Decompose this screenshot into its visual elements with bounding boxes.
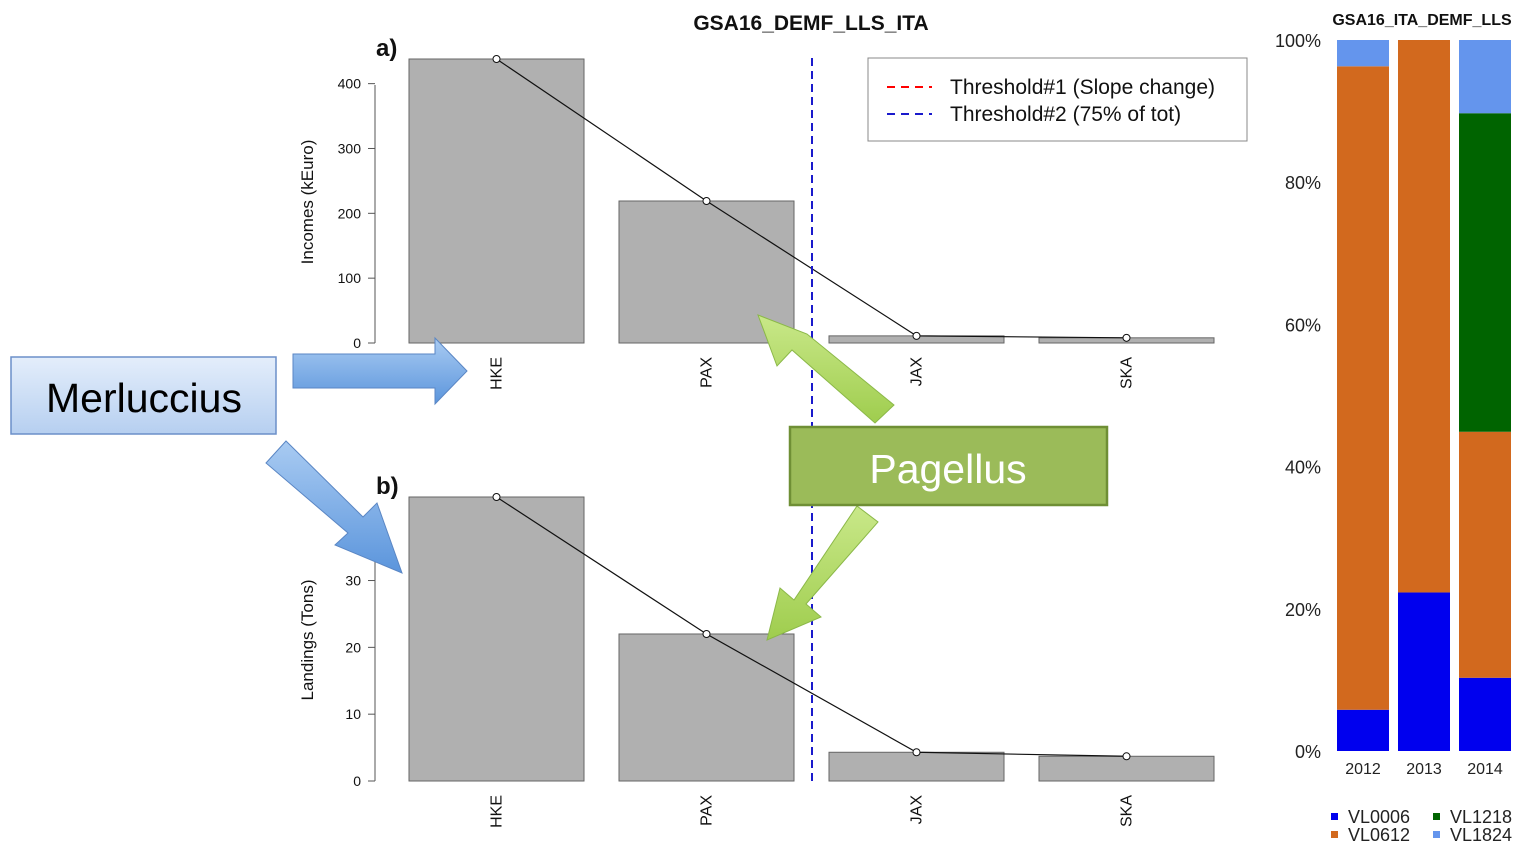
segment-vl0612-2012 xyxy=(1337,66,1389,710)
trend-point-hke xyxy=(492,493,501,501)
x-tick-label-ska: SKA xyxy=(1119,795,1136,827)
y-tick-label: 10 xyxy=(345,706,361,722)
y-tick-label: 300 xyxy=(338,140,362,156)
panel-a-y-axis: 0 100 200 300 400 xyxy=(338,76,376,351)
legend-label-vl1218: VL1218 xyxy=(1450,807,1512,827)
chart-title: GSA16_DEMF_LLS_ITA xyxy=(693,12,928,35)
stacked-y-tick-label: 20% xyxy=(1285,600,1321,620)
y-tick-label: 20 xyxy=(345,639,361,655)
y-tick-label: 200 xyxy=(338,205,362,221)
x-tick-label-ska: SKA xyxy=(1119,357,1136,389)
legend-label-threshold-1: Threshold#1 (Slope change) xyxy=(950,76,1215,99)
merluccius-arrow-bottom xyxy=(265,440,403,574)
segment-vl0006-2013 xyxy=(1398,592,1450,751)
bar-hke xyxy=(408,496,585,782)
merluccius-callout: Merluccius xyxy=(10,356,277,435)
x-tick-label-pax: PAX xyxy=(699,795,716,826)
pagellus-box xyxy=(788,425,1109,507)
bar-hke xyxy=(408,58,585,344)
stacked-legend: VL0006 VL1218 VL0612 VL1824 xyxy=(1331,807,1512,845)
stacked-y-axis: 0% 20% 40% 60% 80% 100% xyxy=(1275,31,1321,762)
pagellus-label: Pagellus xyxy=(869,446,1026,492)
stacked-x-tick-labels: 2012 2013 2014 xyxy=(1345,761,1503,778)
trend-point-hke xyxy=(492,55,501,63)
trend-point-pax xyxy=(702,629,711,638)
legend-swatch-vl0612 xyxy=(1331,831,1338,838)
stacked-y-tick-label: 0% xyxy=(1295,742,1321,762)
trend-point-pax xyxy=(702,197,711,205)
stacked-x-tick-label-2013: 2013 xyxy=(1406,761,1442,778)
x-tick-label-jax: JAX xyxy=(909,357,926,387)
legend-label-vl1824: VL1824 xyxy=(1450,825,1512,845)
stacked-y-tick-label: 60% xyxy=(1285,315,1321,335)
merluccius-arrow-top xyxy=(292,336,468,406)
trend-line xyxy=(496,496,1127,757)
stacked-x-tick-label-2014: 2014 xyxy=(1467,761,1503,778)
legend-swatch-vl1218 xyxy=(1433,813,1440,820)
panel-b-label: b) xyxy=(376,473,399,500)
panel-b-y-axis-label: Landings (Tons) xyxy=(298,580,317,701)
merluccius-box xyxy=(10,356,277,435)
trend-point-ska xyxy=(1122,333,1131,342)
legend-swatch-vl1824 xyxy=(1433,831,1440,838)
stacked-y-tick-label: 40% xyxy=(1285,458,1321,478)
legend-label-threshold-2: Threshold#2 (75% of tot) xyxy=(950,103,1181,126)
segment-vl0612-2014 xyxy=(1459,431,1511,678)
panel-a-y-axis-label: Incomes (kEuro) xyxy=(298,140,317,265)
trend-point-ska xyxy=(1122,752,1131,761)
threshold-legend: Threshold#1 (Slope change) Threshold#2 (… xyxy=(867,57,1248,142)
pagellus-arrow-bottom xyxy=(766,505,879,641)
panel-b-bars xyxy=(408,493,1215,782)
legend-swatch-vl0006 xyxy=(1331,813,1338,820)
segment-vl0006-2014 xyxy=(1459,677,1511,751)
x-tick-label-hke: HKE xyxy=(489,795,506,828)
bar-jax xyxy=(828,751,1005,782)
stacked-y-tick-label: 80% xyxy=(1285,173,1321,193)
legend-box xyxy=(867,57,1248,142)
segment-vl1824-2014 xyxy=(1459,40,1511,114)
bar-pax xyxy=(618,633,795,782)
stacked-chart-title: GSA16_ITA_DEMF_LLS xyxy=(1332,12,1512,29)
panel-a-label: a) xyxy=(376,35,397,62)
legend-label-vl0612: VL0612 xyxy=(1348,825,1410,845)
stacked-y-tick-label: 100% xyxy=(1275,31,1321,51)
pagellus-arrow-top xyxy=(757,314,895,424)
segment-vl1218-2014 xyxy=(1459,113,1511,432)
stacked-x-tick-label-2012: 2012 xyxy=(1345,761,1381,778)
y-tick-label: 30 xyxy=(345,573,361,589)
y-tick-label: 0 xyxy=(353,335,361,351)
pagellus-callout: Pagellus xyxy=(788,425,1109,507)
x-tick-label-pax: PAX xyxy=(699,357,716,388)
segment-vl0612-2013 xyxy=(1398,40,1450,593)
x-tick-label-jax: JAX xyxy=(909,795,926,825)
panel-b-x-tick-labels: HKE PAX JAX SKA xyxy=(489,795,1136,828)
y-tick-label: 100 xyxy=(338,270,362,286)
legend-label-vl0006: VL0006 xyxy=(1348,807,1410,827)
stacked-bars xyxy=(1337,40,1511,751)
x-tick-label-hke: HKE xyxy=(489,357,506,390)
y-tick-label: 0 xyxy=(353,773,361,789)
trend-point-jax xyxy=(912,748,921,757)
panel-a-x-tick-labels: HKE PAX JAX SKA xyxy=(489,357,1136,390)
segment-vl1824-2012 xyxy=(1337,40,1389,67)
trend-point-jax xyxy=(912,331,921,340)
merluccius-label: Merluccius xyxy=(46,375,242,421)
segment-vl0006-2012 xyxy=(1337,709,1389,751)
y-tick-label: 400 xyxy=(338,76,362,92)
